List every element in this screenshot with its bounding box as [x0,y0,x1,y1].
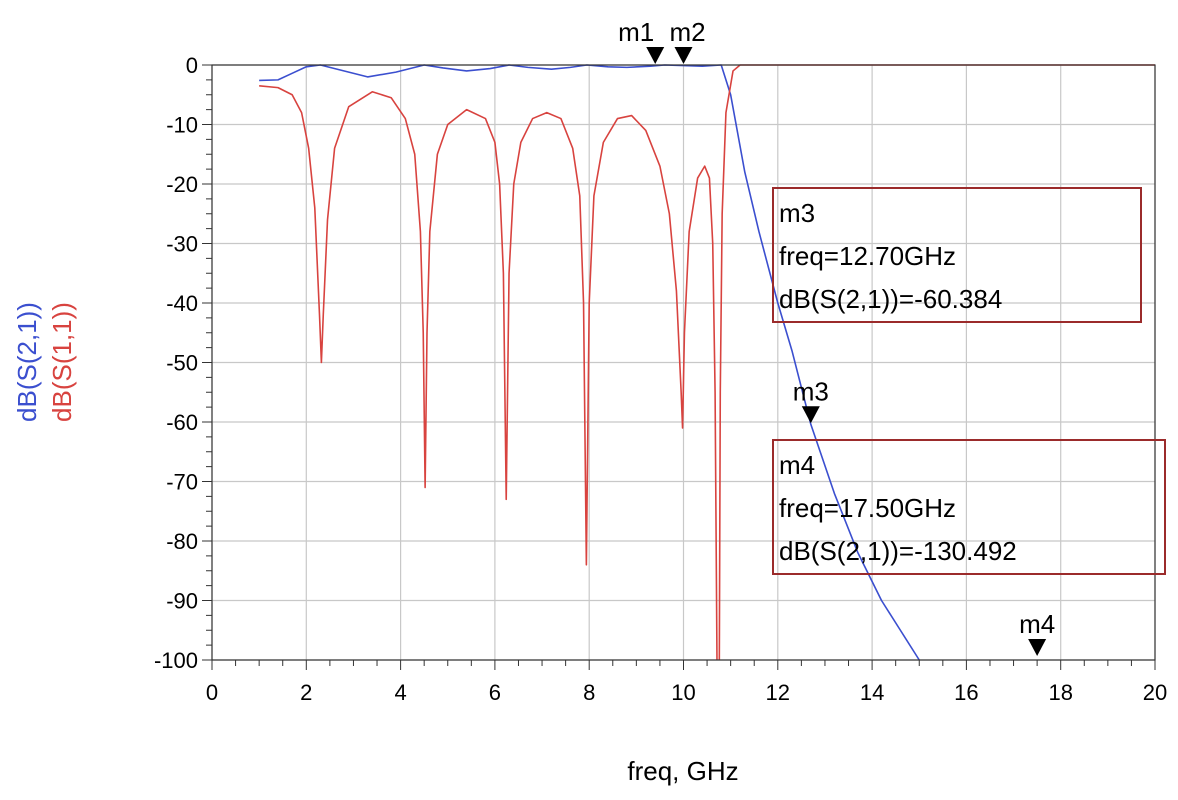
marker-triangle-m1 [646,47,665,64]
annotation-text-m3-1: freq=12.70GHz [779,241,956,271]
x-tick-label-2: 4 [394,680,406,705]
series-line-1 [259,85,718,661]
x-axis-label: freq, GHz [627,756,738,786]
x-tick-label-8: 16 [954,680,978,705]
y-axis-label-s21: dB(S(2,1)) [12,302,42,422]
y-tick-label-10: -100 [154,648,198,673]
marker-label-m2: m2 [670,17,706,47]
y-tick-label-2: -20 [166,172,198,197]
marker-label-m1: m1 [618,17,654,47]
frame-layer [202,64,1156,670]
y-tick-label-9: -90 [166,589,198,614]
annotation-text-m4-0: m4 [779,450,815,480]
y-tick-label-5: -50 [166,351,198,376]
y-tick-label-3: -30 [166,232,198,257]
annotation-box-m4 [772,439,1166,575]
x-tick-label-5: 10 [671,680,695,705]
marker-triangle-m4 [1028,639,1047,656]
marker-layer: m1 m2 m3 m4 [618,17,1055,656]
y-tick-label-7: -70 [166,470,198,495]
x-tick-label-1: 2 [300,680,312,705]
y-tick-label-0: 0 [186,53,198,78]
x-tick-label-9: 18 [1048,680,1072,705]
x-tick-label-7: 14 [860,680,884,705]
annotation-text-m3-2: dB(S(2,1))=-60.384 [779,284,1002,314]
x-tick-label-10: 20 [1143,680,1167,705]
x-tick-label-3: 6 [489,680,501,705]
y-tick-label-1: -10 [166,113,198,138]
marker-triangle-m2 [674,47,693,64]
marker-label-m4: m4 [1019,609,1055,639]
y-axis-label-s11: dB(S(1,1)) [47,302,77,422]
marker-label-m3: m3 [793,376,829,406]
x-tick-label-0: 0 [206,680,218,705]
annotation-text-m3-0: m3 [779,198,815,228]
annotation-text-m4-2: dB(S(2,1))=-130.492 [779,536,1017,566]
tick-layer: 0 2 4 6 8 10 12 14 16 18 20 0 -10 -20 -30 -40 -50 -60 -70 -… [154,53,1167,705]
box-layer: m3 freq=12.70GHz dB(S(2,1))=-60.384 m4 freq=… [772,187,1166,575]
annotation-box-m3 [772,187,1142,323]
y-tick-label-4: -40 [166,291,198,316]
annotation-text-m4-1: freq=17.50GHz [779,493,956,523]
y-tick-label-6: -60 [166,410,198,435]
x-tick-label-4: 8 [583,680,595,705]
series-line-0 [259,64,920,661]
x-tick-label-6: 12 [766,680,790,705]
y-tick-label-8: -80 [166,529,198,554]
marker-triangle-m3 [801,406,820,424]
